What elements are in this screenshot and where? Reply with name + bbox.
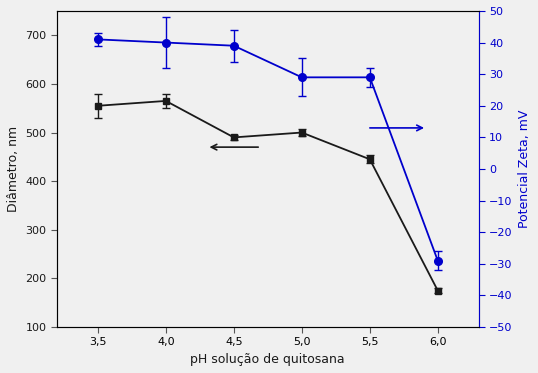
Y-axis label: Potencial Zeta, mV: Potencial Zeta, mV bbox=[518, 110, 531, 228]
Y-axis label: Diâmetro, nm: Diâmetro, nm bbox=[7, 126, 20, 212]
X-axis label: pH solução de quitosana: pH solução de quitosana bbox=[190, 353, 345, 366]
